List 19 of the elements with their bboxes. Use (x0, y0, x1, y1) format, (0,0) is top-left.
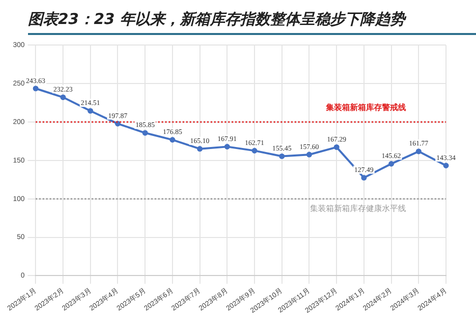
point (416, 148, 422, 154)
point (279, 153, 285, 160)
chart-title: 图表23：23 年以来，新箱库存指数整体呈稳步下降趋势 (28, 10, 405, 29)
point (114, 120, 121, 126)
point (142, 130, 148, 136)
point (388, 161, 394, 167)
point (170, 137, 176, 143)
point (306, 152, 312, 158)
ref-line-label: 集装箱新箱库存健康水平线 (310, 204, 406, 213)
point (361, 174, 367, 181)
point (88, 108, 94, 114)
ref-line-label: 集装箱新箱库存警戒线 (325, 102, 406, 112)
point (197, 146, 203, 152)
point (60, 94, 66, 100)
point (224, 144, 230, 150)
point (252, 148, 258, 154)
point (32, 86, 38, 92)
point (443, 162, 449, 168)
point (334, 144, 340, 150)
